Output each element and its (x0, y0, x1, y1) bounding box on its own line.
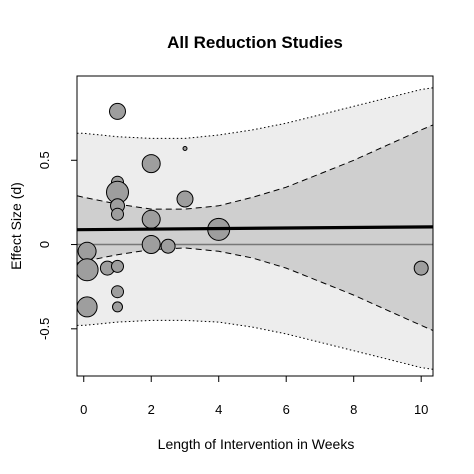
inner-band-lower-line (77, 247, 433, 331)
x-axis-label: Length of Intervention in Weeks (158, 436, 355, 452)
data-point (141, 209, 161, 229)
data-point (109, 102, 126, 120)
y-axis-label: Effect Size (d) (8, 182, 24, 270)
outer-band-lower-line (77, 319, 433, 370)
data-point (112, 301, 123, 313)
data-point (77, 296, 98, 318)
x-tick-label: 10 (414, 402, 428, 417)
data-point (77, 258, 99, 282)
plot-area (77, 87, 433, 370)
data-point (413, 260, 429, 276)
y-tick-label: 0.5 (37, 151, 52, 169)
x-tick-label: 8 (350, 402, 357, 417)
outer-band-upper-line (77, 87, 433, 139)
data-point (141, 235, 161, 254)
x-tick-label: 4 (215, 402, 222, 417)
regression-line (77, 225, 433, 232)
x-tick-label: 6 (283, 402, 290, 417)
data-point (176, 190, 194, 208)
y-tick-label: 0 (37, 241, 52, 248)
data-point (77, 241, 97, 261)
data-point (160, 238, 176, 254)
data-point (111, 259, 124, 273)
x-tick-label: 0 (80, 402, 87, 417)
data-point (111, 285, 124, 299)
y-tick-label: -0.5 (37, 318, 52, 340)
data-point (182, 146, 188, 151)
axes: 0 2 4 6 8 10 -0.5 0 0.5 (37, 75, 434, 417)
data-point (141, 154, 161, 174)
data-point (111, 207, 124, 221)
chart-title: All Reduction Studies (167, 33, 343, 52)
plot-content (77, 87, 433, 370)
x-tick-label: 2 (148, 402, 155, 417)
